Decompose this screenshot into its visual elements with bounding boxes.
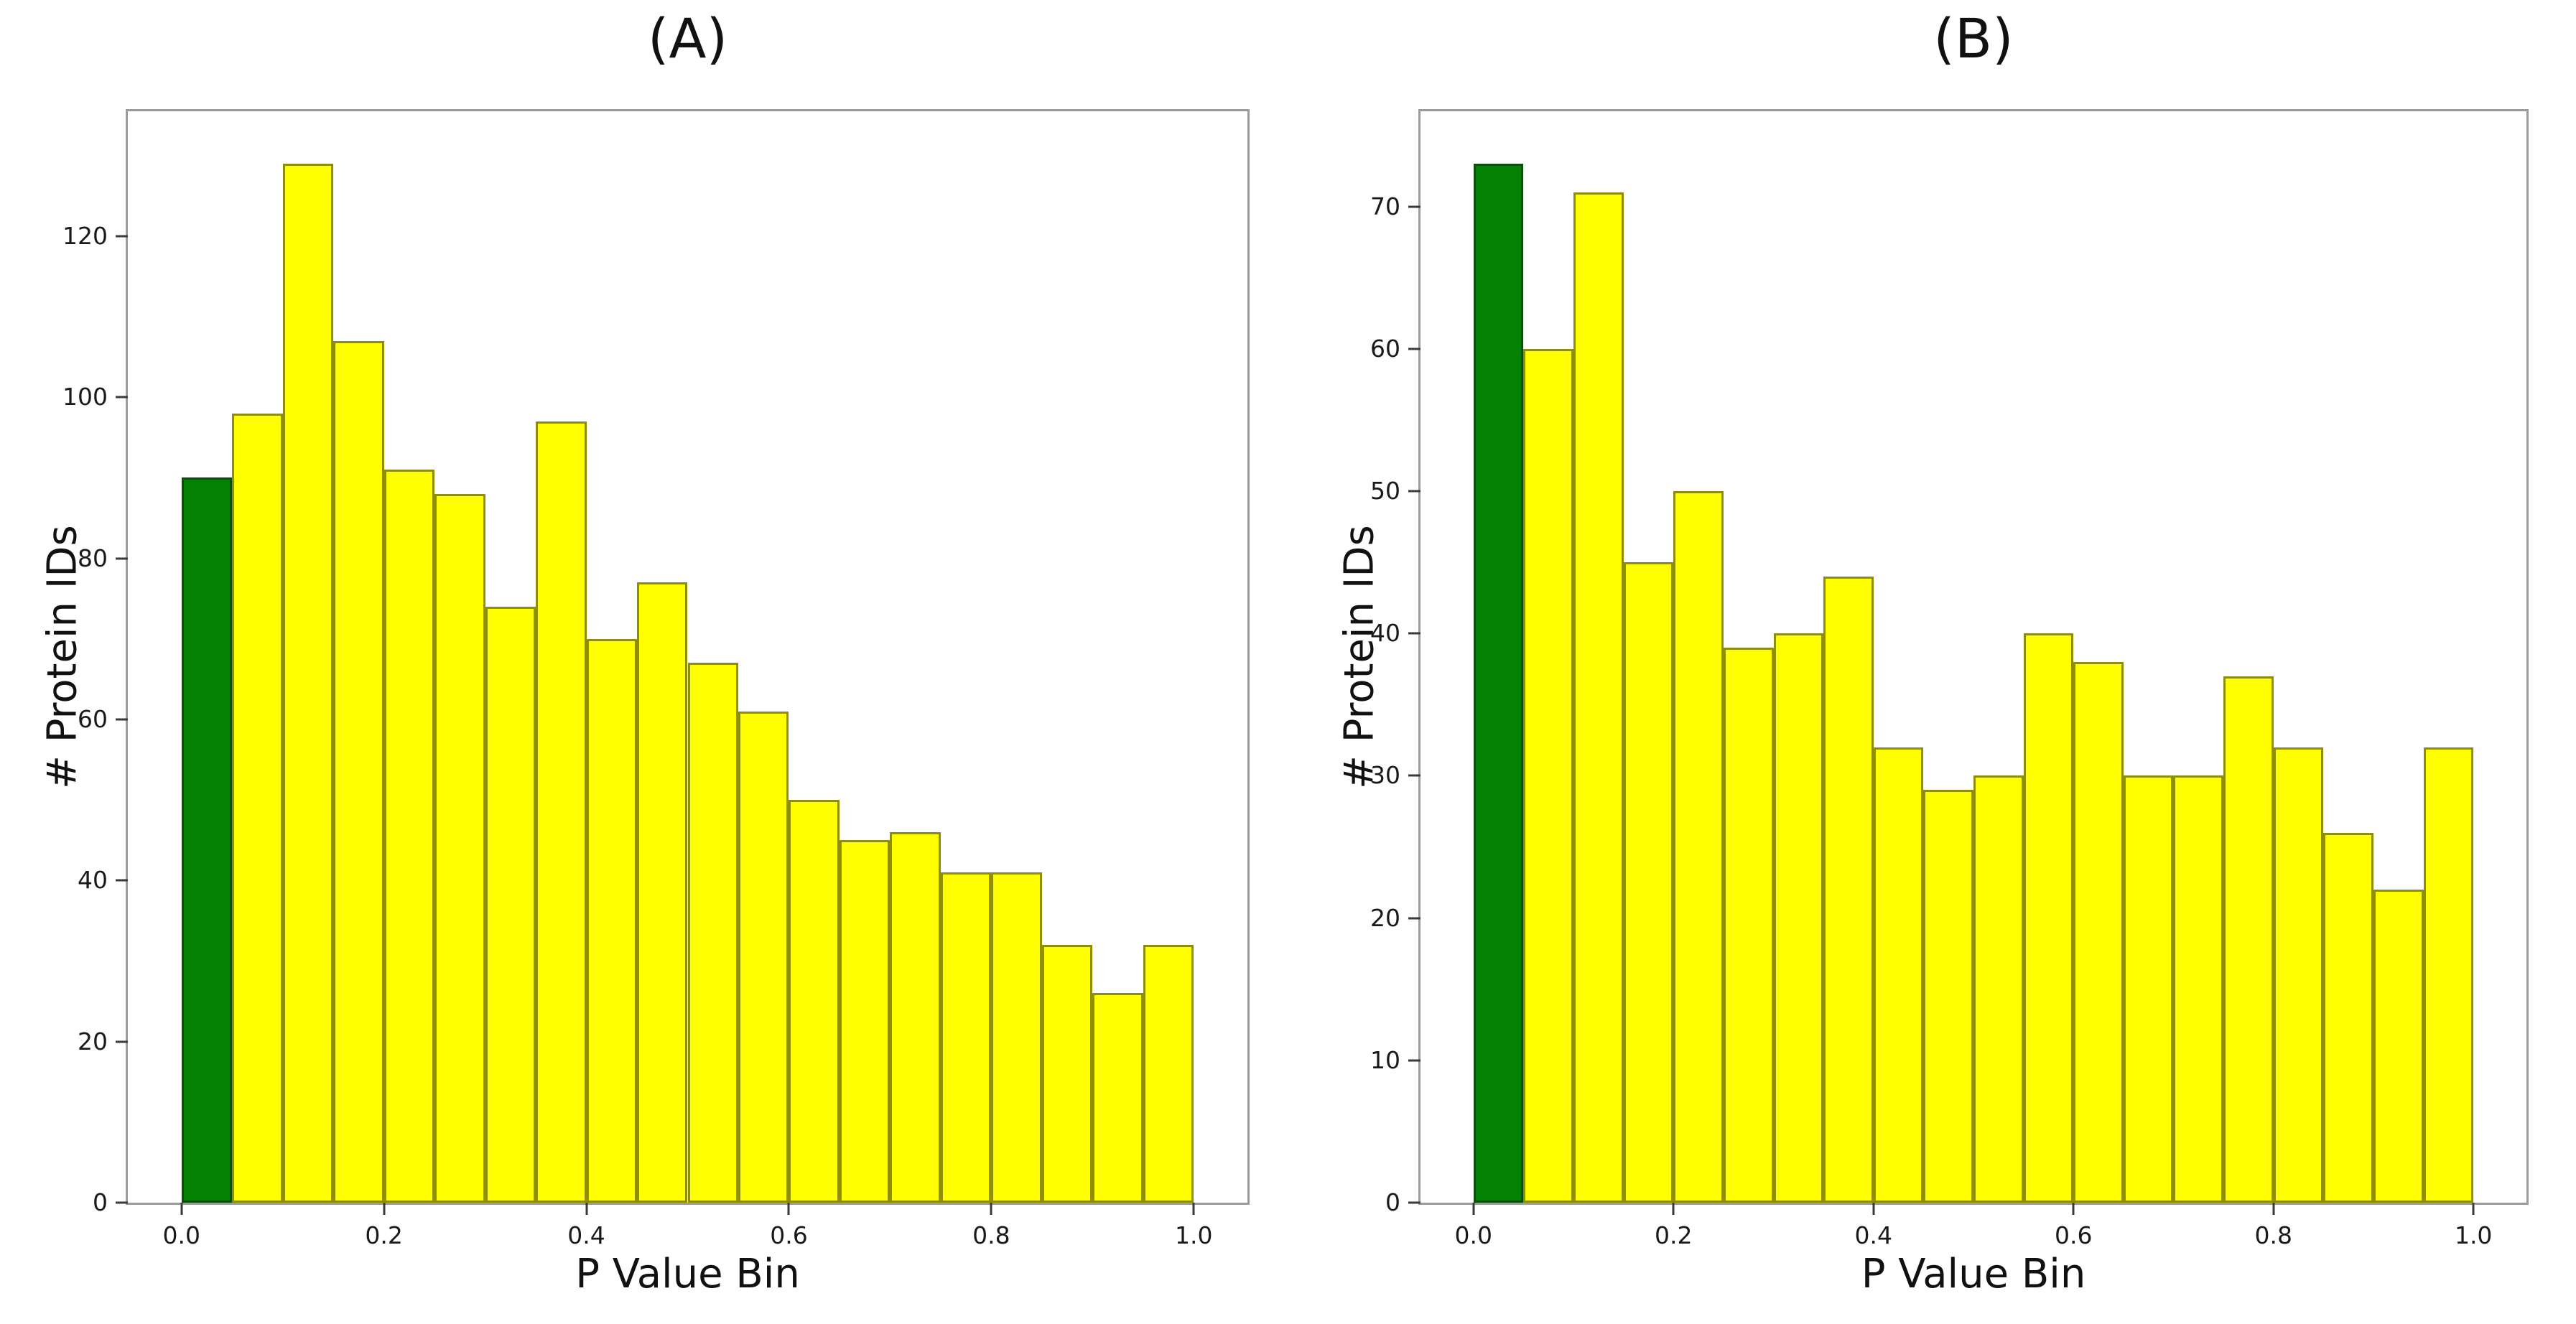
y-tick-mark: [1408, 917, 1420, 920]
histogram-bar: [2023, 633, 2074, 1203]
y-tick-mark: [1408, 490, 1420, 493]
histogram-bar: [738, 711, 789, 1203]
histogram-bar: [2423, 747, 2474, 1203]
histogram-bar: [232, 413, 283, 1203]
y-tick-mark: [1408, 774, 1420, 777]
y-tick-mark: [1408, 632, 1420, 635]
x-tick-mark: [1472, 1203, 1475, 1215]
histogram-bar-highlight: [181, 477, 233, 1203]
histogram-bar: [1673, 491, 1724, 1203]
histogram-bar: [1973, 775, 2024, 1203]
histogram-bar: [1041, 945, 1093, 1203]
plot-wrap-a: (A) 0 20 40 60 80 100 120 0.0 0.2 0.4 0.6 0.8 1.0 P …: [62, 0, 1250, 1324]
x-tick-mark: [1672, 1203, 1675, 1215]
histogram-bar: [687, 663, 738, 1203]
x-tick-mark: [787, 1203, 790, 1215]
histogram-bar: [383, 470, 435, 1203]
x-tick-mark: [1192, 1203, 1195, 1215]
histogram-bar: [2173, 775, 2224, 1203]
x-tick-label: 0.8: [972, 1221, 1010, 1249]
histogram-bar: [839, 840, 891, 1203]
y-tick-mark: [1408, 205, 1420, 208]
histogram-bar: [1923, 790, 1973, 1203]
y-tick-mark: [116, 879, 128, 882]
x-tick-label: 0.2: [1655, 1221, 1693, 1249]
histogram-bar: [1723, 648, 1774, 1203]
plot-area-a: 0 20 40 60 80 100 120 0.0 0.2 0.4 0.6 0.8 1.0: [62, 109, 1250, 1249]
histogram-bar: [1143, 945, 1194, 1203]
x-tick-label: 0.4: [567, 1221, 605, 1249]
histogram-bar: [485, 606, 536, 1203]
histogram-bar: [890, 832, 941, 1203]
histogram-bar: [1523, 348, 1574, 1203]
x-tick-mark: [1872, 1203, 1875, 1215]
histogram-bar: [1873, 747, 1924, 1203]
x-tick-label: 1.0: [2454, 1221, 2493, 1249]
histogram-bar: [1823, 577, 1874, 1203]
histogram-bar: [1092, 993, 1143, 1203]
histogram-bar: [282, 163, 334, 1203]
x-tick-mark: [2272, 1203, 2275, 1215]
y-tick-mark: [116, 396, 128, 398]
histogram-bar: [1623, 562, 1674, 1203]
x-axis-label: P Value Bin: [1861, 1251, 2086, 1297]
y-tick-mark: [1408, 1201, 1420, 1204]
chart-title: (A): [647, 6, 728, 70]
histogram-bar: [789, 800, 840, 1203]
histogram-bar-highlight: [1473, 164, 1524, 1203]
histogram-bar: [2223, 676, 2274, 1203]
histogram-bar: [2123, 775, 2174, 1203]
x-axis-label: P Value Bin: [575, 1251, 800, 1297]
x-tick-label: 0.4: [1854, 1221, 1892, 1249]
y-tick-mark: [116, 1201, 128, 1204]
x-tick-label: 0.6: [2054, 1221, 2093, 1249]
chart-title: (B): [1933, 6, 2014, 70]
x-tick-label: 1.0: [1175, 1221, 1213, 1249]
y-tick-mark: [116, 1040, 128, 1043]
x-tick-mark: [383, 1203, 386, 1215]
histogram-bar: [333, 340, 384, 1203]
histogram-bar: [637, 582, 688, 1203]
x-tick-label: 0.0: [162, 1221, 200, 1249]
x-tick-label: 0.2: [365, 1221, 403, 1249]
histogram-bar: [991, 872, 1042, 1203]
plot-area-b: 0 10 20 30 40 50 60 70 0.0 0.2 0.4 0.6 0.8 1.0: [1370, 109, 2529, 1249]
x-tick-mark: [585, 1203, 588, 1215]
histogram-bar: [586, 638, 637, 1203]
histogram-bar: [434, 493, 485, 1203]
histogram-bar: [2273, 747, 2324, 1203]
y-tick-mark: [116, 557, 128, 560]
y-tick-mark: [1408, 348, 1420, 350]
histogram-bar: [536, 421, 587, 1203]
x-tick-mark: [990, 1203, 992, 1215]
plot-wrap-b: (B) 0 10 20 30 40 50 60 70 0.0 0.2 0.4 0.6 0.8 1.0 P …: [1370, 0, 2529, 1324]
histogram-bar: [1573, 192, 1624, 1203]
y-tick-mark: [116, 718, 128, 721]
histogram-bar: [940, 872, 992, 1203]
y-tick-mark: [116, 235, 128, 238]
x-tick-mark: [180, 1203, 183, 1215]
histogram-bar: [2323, 832, 2373, 1203]
x-tick-label: 0.8: [2254, 1221, 2292, 1249]
histogram-bar: [1773, 633, 1824, 1203]
y-axis-label: # Protein IDs: [1336, 525, 1383, 789]
histogram-bar: [2373, 890, 2424, 1203]
x-tick-mark: [2472, 1203, 2475, 1215]
x-tick-label: 0.6: [770, 1221, 808, 1249]
x-tick-mark: [2072, 1203, 2075, 1215]
x-tick-label: 0.0: [1454, 1221, 1493, 1249]
histogram-bar: [2073, 661, 2124, 1203]
y-tick-mark: [1408, 1059, 1420, 1062]
